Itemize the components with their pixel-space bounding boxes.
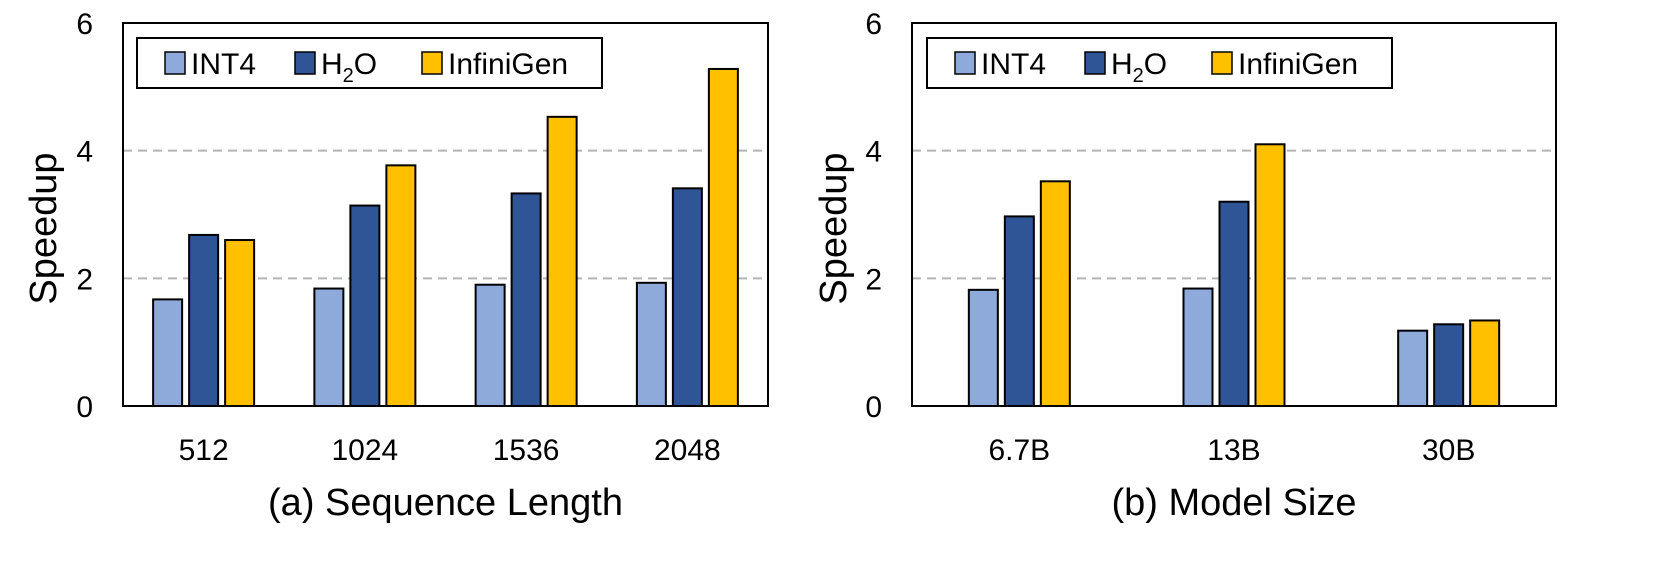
legend-swatch (421, 51, 443, 75)
bar (1254, 143, 1286, 408)
bar (635, 281, 667, 407)
y-tick-label: 0 (76, 391, 93, 424)
legend-swatch (164, 51, 186, 75)
legend-box (136, 37, 603, 89)
bar (152, 298, 184, 408)
y-tick-label: 6 (76, 8, 93, 41)
y-tick-label: 4 (865, 136, 882, 169)
legend: INT4 H2O InfiniGen (136, 37, 603, 89)
bar (671, 187, 703, 407)
legend-swatch (954, 51, 976, 75)
x-tick-label: 2048 (654, 434, 721, 467)
bar (707, 67, 739, 408)
x-tick-label: 6.7B (988, 434, 1050, 467)
bar (1003, 215, 1035, 407)
x-tick-label: 1536 (493, 434, 560, 467)
bar (1182, 287, 1214, 407)
x-tick-label: 30B (1422, 434, 1475, 467)
legend-box (926, 37, 1393, 89)
legend-label: INT4 (191, 48, 256, 81)
bar (510, 192, 542, 407)
bar (1433, 323, 1465, 407)
legend-swatch (1211, 51, 1233, 75)
bar (1469, 319, 1501, 408)
y-tick-label: 2 (865, 263, 882, 296)
y-axis-title: Speedup (813, 152, 855, 304)
y-tick-label: 6 (865, 8, 882, 41)
legend: INT4 H2O InfiniGen (926, 37, 1393, 89)
x-tick-label: 13B (1207, 434, 1260, 467)
legend-swatch (1084, 51, 1106, 75)
bar (546, 115, 578, 408)
bar (313, 287, 345, 407)
bar (1039, 180, 1071, 407)
legend-label: H2O (321, 48, 377, 87)
plot-frame (911, 22, 1557, 407)
bar (188, 233, 220, 407)
bar (1397, 329, 1429, 407)
chart-panel-0: 0 2 4 6 512 1024 1536 2048 Speedup (a) Sequence L… (23, 8, 769, 524)
legend-label: InfiniGen (448, 48, 568, 81)
bar (474, 283, 506, 408)
bar (385, 164, 417, 407)
legend-label: InfiniGen (1238, 48, 1358, 81)
bar (967, 288, 999, 407)
y-axis-title: Speedup (23, 152, 65, 304)
chart-panel-1: 0 2 4 6 6.7B 13B 30B Speedup (b) Model Size INT4 H… (813, 8, 1557, 524)
x-tick-label: 512 (179, 434, 229, 467)
legend-swatch (294, 51, 316, 75)
legend-label: INT4 (981, 48, 1046, 81)
x-tick-label: 1024 (332, 434, 399, 467)
bar (1218, 200, 1250, 407)
y-tick-label: 2 (76, 263, 93, 296)
chart-title: (b) Model Size (1112, 482, 1357, 524)
chart-title: (a) Sequence Length (268, 482, 623, 524)
y-tick-label: 0 (865, 391, 882, 424)
bar (349, 204, 381, 407)
bar (224, 239, 256, 407)
legend-label: H2O (1111, 48, 1167, 87)
plot-frame (122, 22, 769, 407)
y-tick-label: 4 (76, 136, 93, 169)
